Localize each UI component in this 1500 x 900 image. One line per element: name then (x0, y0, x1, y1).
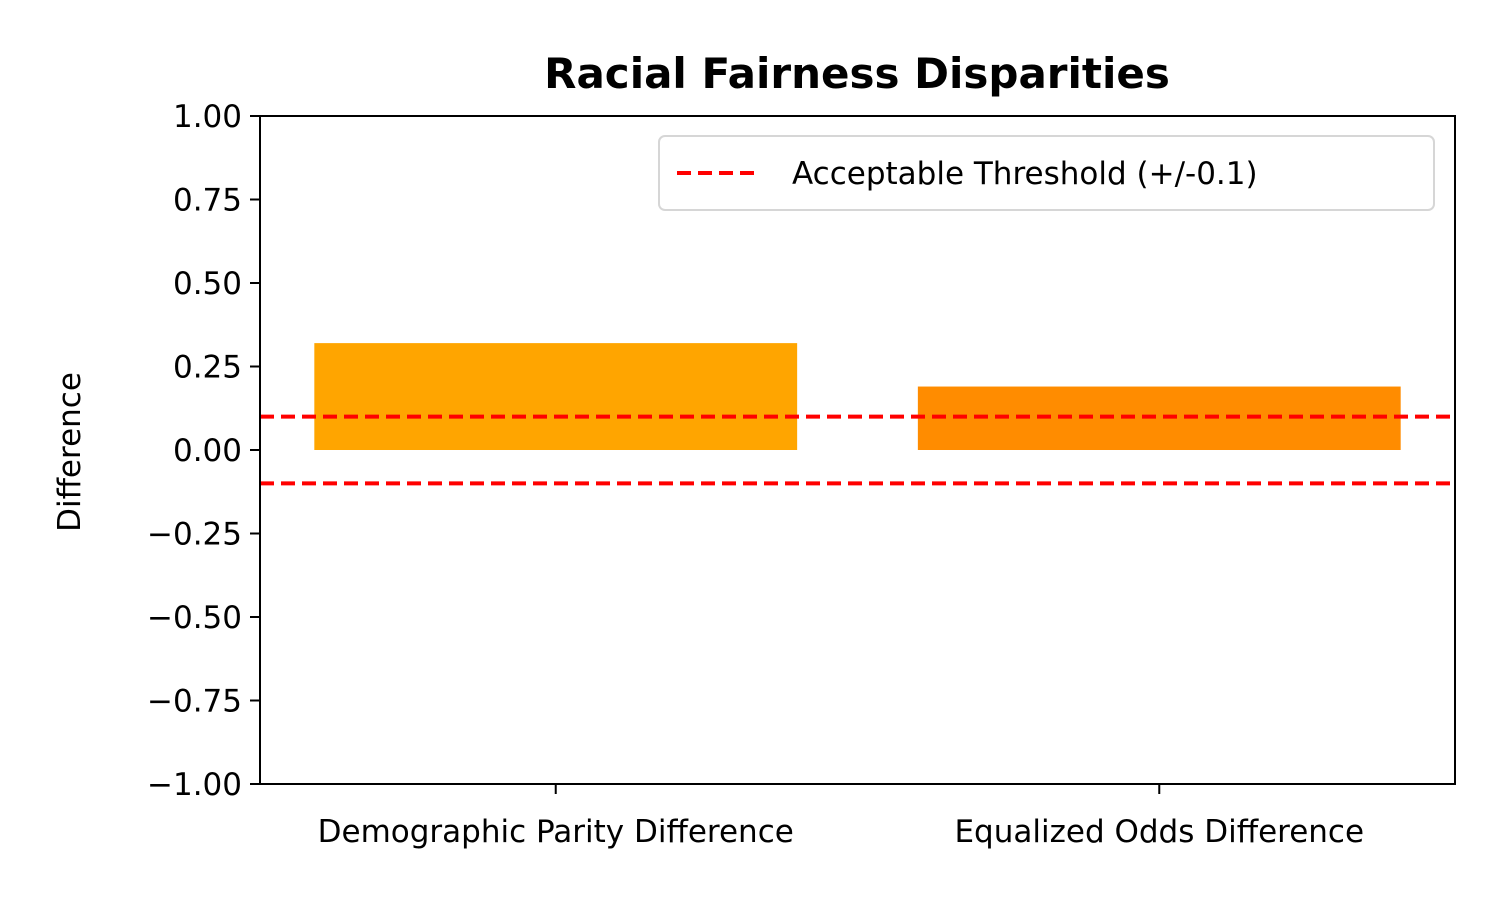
y-tick-label-6: −0.50 (147, 600, 242, 636)
x-ticks-group: Demographic Parity Difference Equalized O… (318, 784, 1364, 850)
y-tick-label-8: −1.00 (147, 767, 242, 803)
legend: Acceptable Threshold (+/-0.1) (658, 135, 1435, 211)
x-tick-label-1: Equalized Odds Difference (954, 814, 1364, 850)
y-tick-label-5: −0.25 (147, 517, 242, 553)
bar-1 (917, 386, 1401, 450)
bar-0 (314, 343, 798, 450)
chart-title: Racial Fairness Disparities (544, 49, 1170, 98)
plot-frame (259, 115, 1456, 785)
y-tick-label-2: 0.50 (173, 266, 242, 302)
legend-box (658, 135, 1435, 211)
threshold-lines-group (260, 414, 1455, 486)
x-tick-label-0: Demographic Parity Difference (318, 814, 794, 850)
y-axis-label: Difference (52, 372, 88, 532)
y-ticks-group: 1.00 0.75 0.50 0.25 0.00 −0.25 −0.50 −0.75 −1.00 (147, 99, 260, 803)
y-tick-label-4: 0.00 (173, 433, 242, 469)
y-tick-label-7: −0.75 (147, 684, 242, 720)
bars-group (314, 343, 1401, 450)
y-tick-label-3: 0.25 (173, 350, 242, 386)
y-tick-label-0: 1.00 (173, 99, 242, 135)
y-tick-label-1: 0.75 (173, 183, 242, 219)
legend-threshold-label: Acceptable Threshold (+/-0.1) (792, 156, 1258, 192)
